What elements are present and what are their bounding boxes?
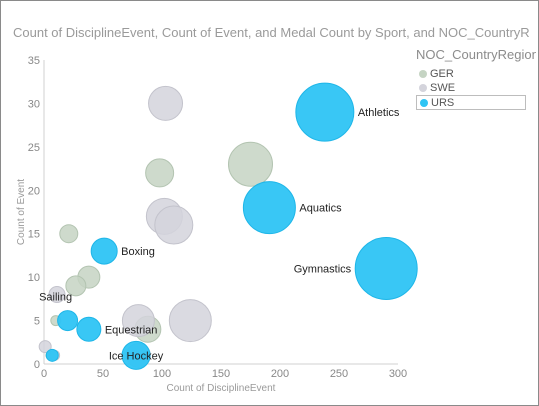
bubble-urs-7 <box>45 348 59 362</box>
y-tick-label-10: 10 <box>28 272 40 284</box>
y-axis-title: Count of Event <box>16 179 27 245</box>
bubble-ger-0 <box>145 158 175 188</box>
bubble-urs-3 <box>90 237 118 265</box>
bubble-swe-5 <box>48 286 66 304</box>
legend-dot-swe <box>419 84 427 92</box>
data-label-gymnastics: Gymnastics <box>294 263 352 275</box>
legend-item-urs[interactable]: URS <box>416 95 526 110</box>
data-label-equestrian: Equestrian <box>105 324 158 336</box>
data-label-sailing: Sailing <box>39 292 72 304</box>
x-tick-label-100: 100 <box>153 368 171 380</box>
x-tick-label-0: 0 <box>41 368 47 380</box>
legend-title: NOC_CountryRegion <box>416 47 536 62</box>
legend-dot-urs <box>420 99 428 107</box>
legend: NOC_CountryRegion GER SWE URS <box>416 47 536 127</box>
bubble-urs-1 <box>242 181 296 235</box>
bubble-urs-4 <box>76 316 102 342</box>
x-tick-label-50: 50 <box>97 368 109 380</box>
legend-dot-ger <box>419 70 427 78</box>
legend-item-ger[interactable]: GER <box>416 67 454 82</box>
data-label-boxing: Boxing <box>121 246 155 258</box>
legend-label-swe: SWE <box>430 82 456 94</box>
y-tick-label-30: 30 <box>28 98 40 110</box>
x-tick-label-200: 200 <box>271 368 289 380</box>
legend-label-ger: GER <box>430 68 454 80</box>
y-tick-label-25: 25 <box>28 142 40 154</box>
y-tick-label-20: 20 <box>28 185 40 197</box>
y-tick-label-5: 5 <box>34 316 40 328</box>
x-axis-title: Count of DisciplineEvent <box>167 383 276 394</box>
bubble-urs-6 <box>121 340 151 370</box>
bubble-ger-4 <box>65 275 87 297</box>
data-label-ice-hockey: Ice Hockey <box>109 350 164 362</box>
y-tick-label-35: 35 <box>28 55 40 67</box>
y-tick-label-0: 0 <box>34 359 40 371</box>
bubble-urs-5 <box>57 310 79 332</box>
y-tick-label-15: 15 <box>28 229 40 241</box>
bubble-swe-4 <box>121 304 155 338</box>
x-tick-label-300: 300 <box>389 368 407 380</box>
data-label-athletics: Athletics <box>358 107 400 119</box>
legend-item-swe[interactable]: SWE <box>416 81 455 96</box>
bubble-swe-2 <box>154 205 194 245</box>
bubble-urs-2 <box>354 236 418 300</box>
legend-label-urs: URS <box>431 97 455 109</box>
bubble-swe-3 <box>168 299 212 343</box>
data-label-aquatics: Aquatics <box>299 203 342 215</box>
bubble-urs-0 <box>295 82 355 142</box>
x-tick-label-150: 150 <box>212 368 230 380</box>
bubble-ger-1 <box>228 141 273 187</box>
chart-title: Count of DisciplineEvent, Count of Event… <box>13 25 529 40</box>
bubble-ger-2 <box>59 224 79 244</box>
x-tick-label-250: 250 <box>330 368 348 380</box>
bubble-swe-6 <box>38 340 52 354</box>
bubble-swe-0 <box>148 85 184 121</box>
